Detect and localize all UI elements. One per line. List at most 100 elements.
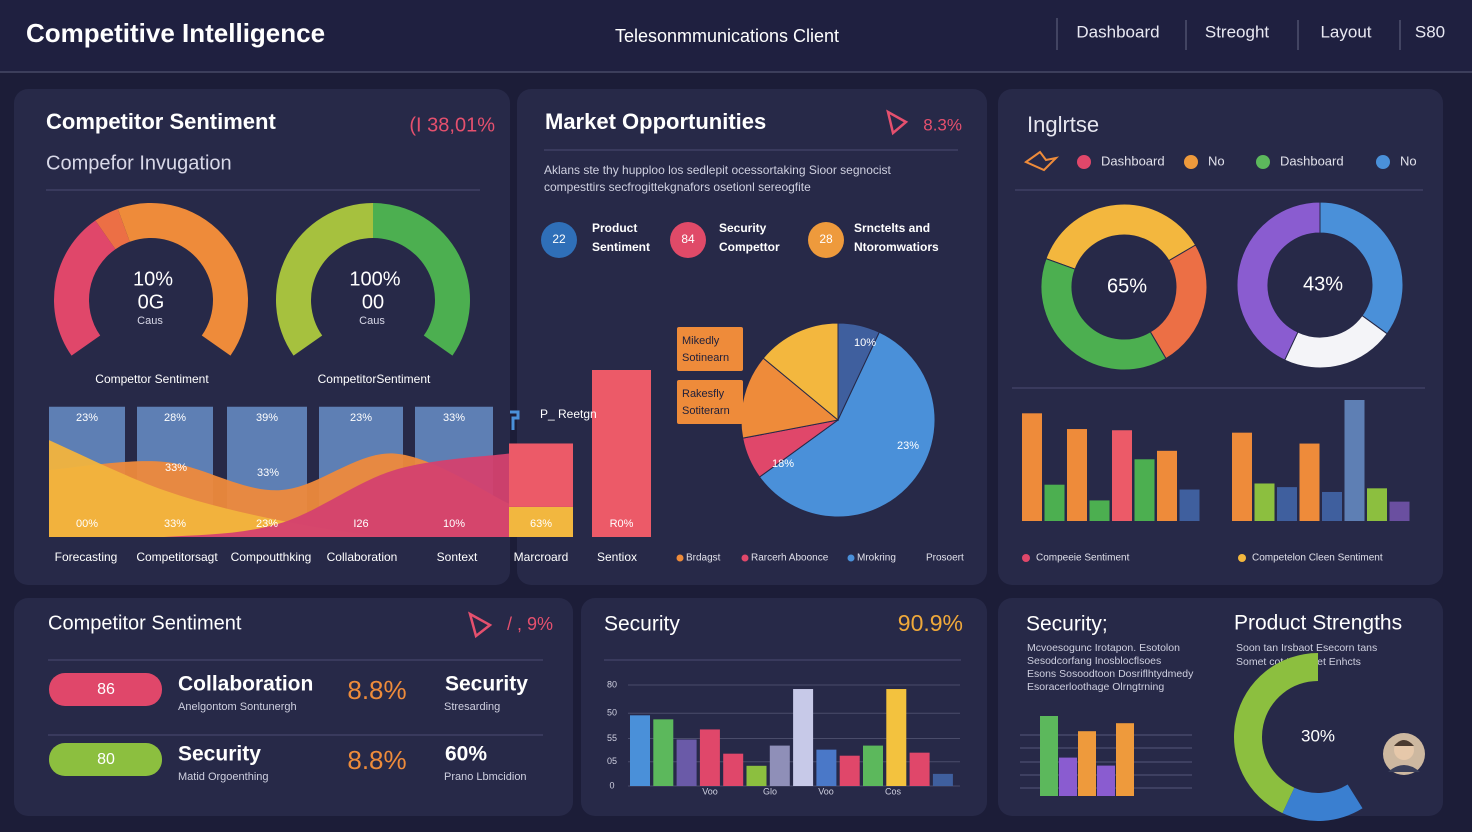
slice-label: 18% bbox=[772, 458, 794, 470]
nav-link[interactable]: Streoght bbox=[1205, 22, 1270, 41]
callout-label: Sotinearn bbox=[682, 352, 729, 364]
slice bbox=[1040, 257, 1167, 371]
legend-label: Rarcerh Aboonce bbox=[751, 553, 829, 564]
item-icon-label: 22 bbox=[552, 232, 566, 246]
legend-label: Compeeie Sentiment bbox=[1036, 553, 1130, 564]
bar-label: 00% bbox=[76, 518, 98, 530]
panel-text: Soon tan Irsbaot Esecorn tans bbox=[1236, 642, 1377, 654]
legend-dot bbox=[1077, 155, 1091, 169]
slice bbox=[740, 357, 840, 439]
row-value: 8.8% bbox=[347, 675, 406, 705]
row-title: Collaboration bbox=[178, 673, 313, 696]
bar bbox=[1112, 430, 1132, 521]
legend-dot bbox=[847, 554, 855, 562]
gauge-unit: Caus bbox=[137, 315, 163, 327]
item-label: Security bbox=[719, 221, 767, 235]
bar-label: I26 bbox=[353, 518, 368, 530]
slice bbox=[1319, 201, 1404, 335]
pill-label: 86 bbox=[97, 681, 115, 698]
nav-link[interactable]: Dashboard bbox=[1076, 22, 1159, 41]
bar bbox=[793, 689, 814, 786]
bar bbox=[909, 752, 930, 786]
bar bbox=[1067, 429, 1087, 521]
bar bbox=[1059, 757, 1077, 796]
gauge-value: 100% bbox=[349, 268, 400, 290]
bar bbox=[653, 719, 674, 786]
bar bbox=[509, 506, 573, 537]
row-subtitle: Anelgontom Sontunergh bbox=[178, 701, 297, 713]
bar bbox=[1344, 400, 1365, 521]
bar-label: 23% bbox=[256, 518, 278, 530]
bar bbox=[1116, 723, 1134, 796]
gauge-code: 0G bbox=[138, 291, 165, 313]
row-subtitle: Stresarding bbox=[444, 701, 500, 713]
y-tick-label: 80 bbox=[607, 679, 617, 689]
bar-label: 28% bbox=[164, 412, 186, 424]
item-label: Product bbox=[592, 221, 637, 235]
bar bbox=[1089, 500, 1110, 521]
app-title: Competitive Intelligence bbox=[26, 18, 325, 48]
pill-label: 80 bbox=[97, 751, 115, 768]
y-tick-label: 05 bbox=[607, 756, 617, 766]
panel-title: Product Strengths bbox=[1234, 612, 1402, 635]
legend-dot bbox=[741, 554, 749, 562]
legend-label: No bbox=[1400, 153, 1417, 168]
legend-dot bbox=[676, 554, 684, 562]
panel-text: Esons Sosoodtoon Dosriflhtydmedy bbox=[1027, 668, 1194, 680]
bar bbox=[863, 745, 883, 786]
bar-label: 33% bbox=[257, 467, 279, 479]
dividers bbox=[46, 149, 1425, 736]
row-title: 60% bbox=[445, 743, 487, 766]
gauge-arc bbox=[373, 203, 470, 356]
panel-text: Sesodcorfang Inosblocflsoes bbox=[1027, 655, 1161, 667]
bar bbox=[839, 755, 860, 786]
x-tick-label: Collaboration bbox=[327, 550, 398, 564]
row-title: Security bbox=[445, 673, 528, 696]
bar bbox=[1299, 443, 1320, 521]
legend-dot bbox=[1184, 155, 1198, 169]
panel-title: Security bbox=[604, 613, 680, 636]
legend-label: Brdagst bbox=[686, 553, 721, 564]
nav-link[interactable]: S80 bbox=[1415, 22, 1445, 41]
legend-label: Dashboard bbox=[1101, 153, 1165, 168]
bar-label: 33% bbox=[165, 462, 187, 474]
callout bbox=[677, 327, 743, 371]
legend-label: Dashboard bbox=[1280, 153, 1344, 168]
bar bbox=[1179, 489, 1200, 521]
slice bbox=[1236, 201, 1321, 361]
x-tick-label: Voo bbox=[702, 786, 718, 796]
bar-label: 39% bbox=[256, 412, 278, 424]
bar bbox=[1389, 501, 1410, 521]
bar bbox=[630, 715, 650, 786]
pill bbox=[49, 673, 162, 706]
gauge-code: 00 bbox=[362, 291, 384, 313]
donut-label: 30% bbox=[1301, 726, 1335, 745]
legend-label: Prosoert bbox=[926, 553, 964, 564]
panel-title: Security; bbox=[1026, 613, 1108, 636]
bar-label: 10% bbox=[443, 518, 465, 530]
gauge-caption: CompetitorSentiment bbox=[318, 372, 431, 386]
callout-label: Mikedly bbox=[682, 335, 720, 347]
panel-title: Competitor Sentiment bbox=[46, 109, 276, 134]
gauge-unit: Caus bbox=[359, 315, 385, 327]
client-name: Telesonmmunications Client bbox=[615, 26, 839, 46]
bar bbox=[1367, 488, 1387, 521]
bar bbox=[816, 749, 837, 786]
legend-icon bbox=[510, 410, 520, 430]
item-icon bbox=[670, 222, 706, 258]
bar bbox=[509, 443, 573, 507]
y-tick-label: 0 bbox=[609, 780, 614, 790]
x-tick-label: Competitorsagt bbox=[136, 550, 218, 564]
gauge-arc bbox=[95, 208, 130, 250]
row-subtitle: Prano Lbmcidion bbox=[444, 771, 527, 783]
header-bar bbox=[0, 0, 1472, 72]
row-title: Security bbox=[178, 743, 261, 766]
item-icon bbox=[541, 222, 577, 258]
area bbox=[49, 453, 509, 537]
nav-link[interactable]: Layout bbox=[1320, 22, 1371, 41]
legend-label: No bbox=[1208, 153, 1225, 168]
bar bbox=[723, 753, 744, 786]
pill bbox=[49, 743, 162, 776]
bar bbox=[1134, 459, 1155, 521]
